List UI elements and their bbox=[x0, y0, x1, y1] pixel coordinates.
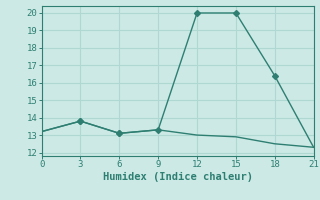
X-axis label: Humidex (Indice chaleur): Humidex (Indice chaleur) bbox=[103, 172, 252, 182]
